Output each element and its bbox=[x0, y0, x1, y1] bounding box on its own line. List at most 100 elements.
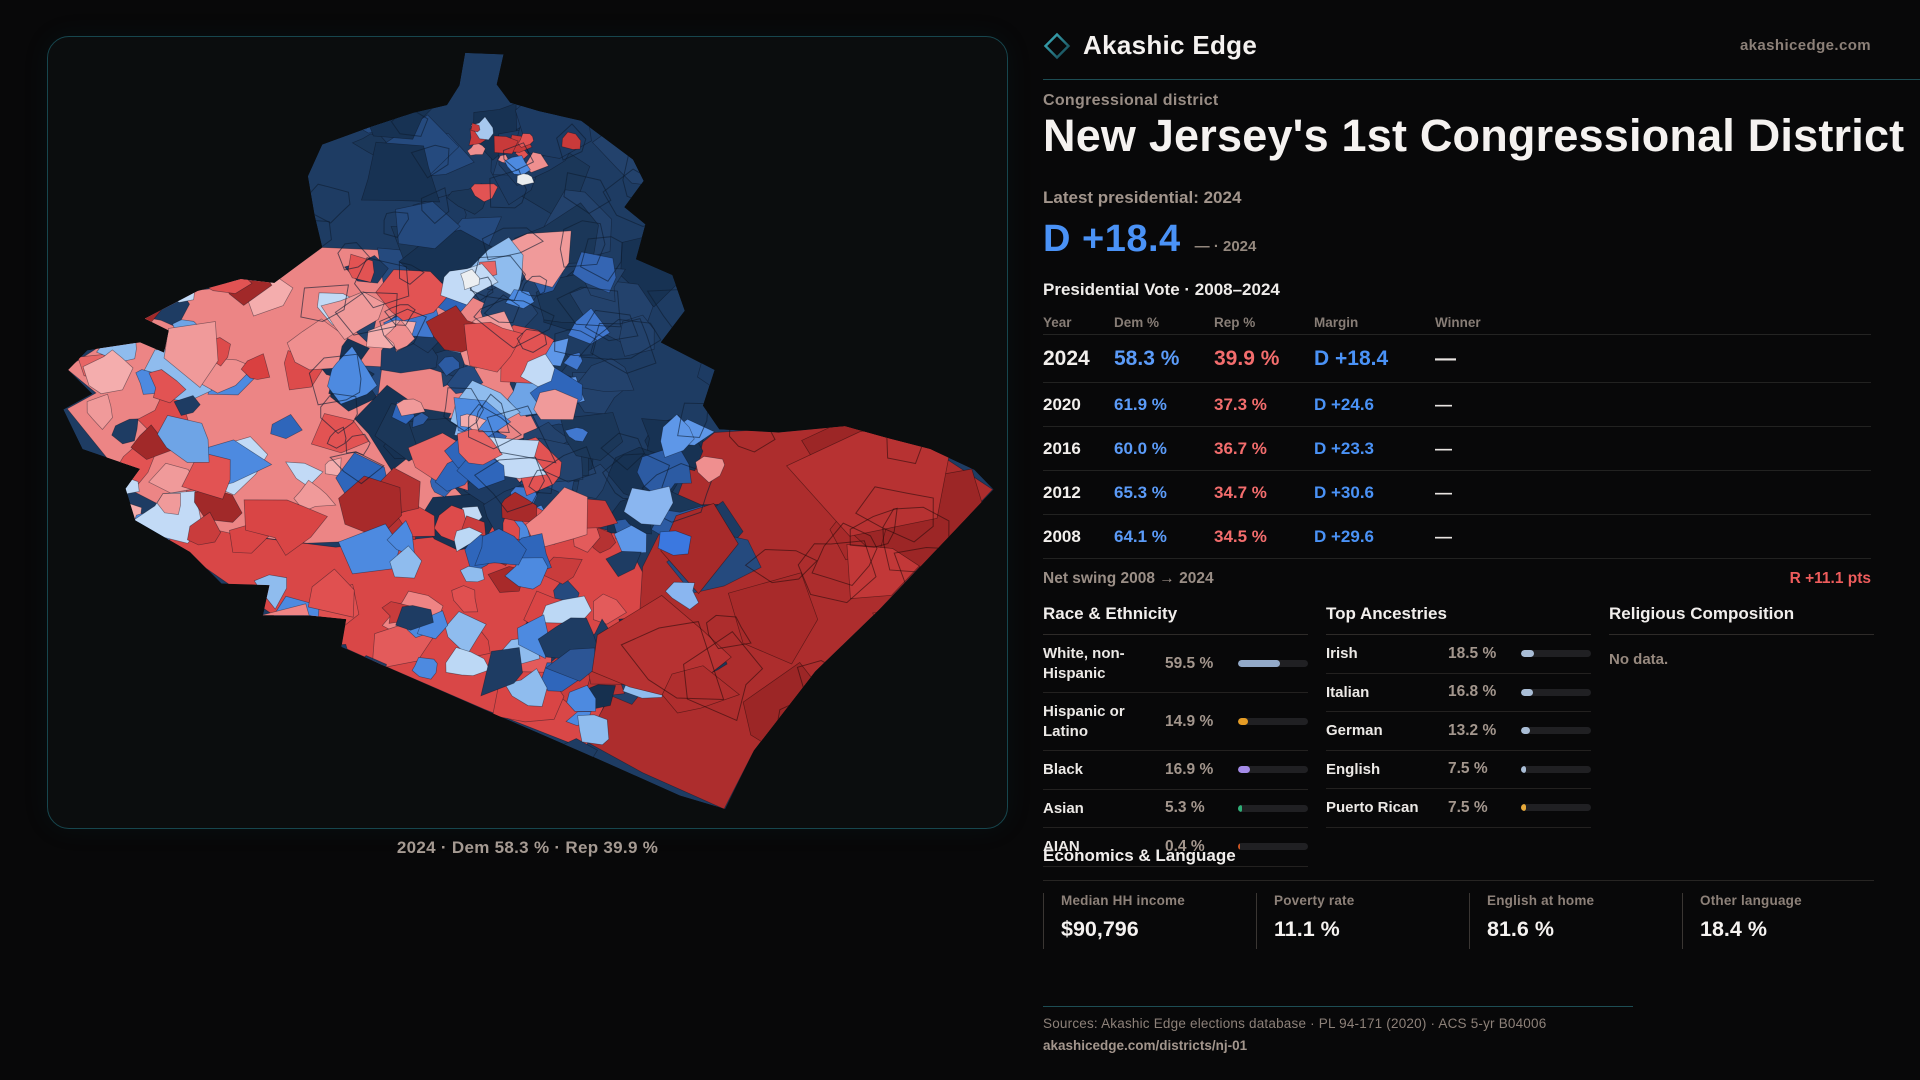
race-value: 14.9 % bbox=[1165, 712, 1214, 730]
rep-cell: 34.5 % bbox=[1214, 526, 1267, 546]
net-swing-value: R +11.1 pts bbox=[1789, 570, 1871, 587]
winner-cell: — bbox=[1435, 394, 1452, 414]
demographics-grid: Race & Ethnicity White, non-Hispanic 59.5… bbox=[1043, 604, 1874, 867]
ancestry-bar-track bbox=[1521, 804, 1591, 812]
vote-table-row: 2016 60.0 % 36.7 % D +23.3 — bbox=[1043, 427, 1871, 471]
dem-cell: 60.0 % bbox=[1114, 438, 1167, 458]
econ-card-label: Median HH income bbox=[1061, 893, 1185, 908]
district-precinct-map[interactable] bbox=[48, 37, 1007, 828]
econ-card: Median HH income $90,796 bbox=[1043, 893, 1256, 949]
race-row: Black 16.9 % bbox=[1043, 751, 1308, 790]
dem-cell: 64.1 % bbox=[1114, 526, 1167, 546]
rep-cell: 34.7 % bbox=[1214, 482, 1267, 502]
latest-presidential-label: Latest presidential: 2024 bbox=[1043, 188, 1242, 207]
ancestry-value: 13.2 % bbox=[1448, 721, 1497, 739]
religion-section: Religious Composition No data. bbox=[1609, 604, 1874, 867]
vote-table-row: 2012 65.3 % 34.7 % D +30.6 — bbox=[1043, 471, 1871, 515]
ancestry-value: 18.5 % bbox=[1448, 644, 1497, 662]
race-value: 59.5 % bbox=[1165, 654, 1214, 672]
margin-cell: D +18.4 bbox=[1314, 346, 1389, 370]
margin-cell: D +29.6 bbox=[1314, 526, 1375, 546]
economics-title: Economics & Language bbox=[1043, 846, 1236, 865]
ancestry-label: English bbox=[1326, 760, 1381, 778]
race-bar-fill bbox=[1238, 766, 1250, 774]
vote-table-column-header: Year bbox=[1043, 314, 1072, 330]
ancestry-bar-fill bbox=[1521, 688, 1533, 696]
ancestry-bar-track bbox=[1521, 727, 1591, 735]
winner-cell: — bbox=[1435, 438, 1452, 458]
ancestry-bar-fill bbox=[1521, 765, 1527, 773]
ancestry-row: Irish 18.5 % bbox=[1326, 635, 1591, 674]
map-caption: 2024 · Dem 58.3 % · Rep 39.9 % bbox=[396, 838, 659, 857]
race-label: White, non-Hispanic bbox=[1043, 645, 1125, 682]
ancestry-value: 7.5 % bbox=[1448, 798, 1488, 816]
brand-domain-link[interactable]: akashicedge.com bbox=[1739, 37, 1871, 54]
race-bar-fill bbox=[1238, 804, 1242, 812]
ancestry-row: Puerto Rican 7.5 % bbox=[1326, 789, 1591, 828]
winner-cell: — bbox=[1435, 482, 1452, 502]
margin-cell: D +30.6 bbox=[1314, 482, 1375, 502]
econ-card: English at home 81.6 % bbox=[1469, 893, 1682, 949]
ancestries-section: Top Ancestries Irish 18.5 % Italian 16.8 % G… bbox=[1326, 604, 1591, 867]
brand-diamond-icon bbox=[1043, 32, 1071, 60]
vote-table: Year Dem % Rep % Margin Winner 2024 58.3 % 39.9… bbox=[1043, 310, 1871, 559]
winner-cell: — bbox=[1435, 346, 1456, 370]
econ-card-value: 11.1 % bbox=[1274, 917, 1340, 941]
ancestry-row: German 13.2 % bbox=[1326, 712, 1591, 751]
econ-card-label: English at home bbox=[1487, 893, 1595, 908]
brand-row: Akashic Edge akashicedge.com bbox=[1043, 30, 1920, 61]
race-value: 0.4 % bbox=[1165, 837, 1205, 855]
econ-card: Poverty rate 11.1 % bbox=[1256, 893, 1469, 949]
race-bar-track bbox=[1238, 843, 1308, 851]
ancestry-row: English 7.5 % bbox=[1326, 751, 1591, 789]
headline-note: — · 2024 bbox=[1194, 238, 1257, 255]
race-bar-track bbox=[1238, 660, 1308, 667]
race-row: Asian 5.3 % bbox=[1043, 790, 1308, 828]
kicker-label: Congressional district bbox=[1043, 92, 1219, 109]
margin-cell: D +23.3 bbox=[1314, 438, 1375, 458]
ancestry-label: Italian bbox=[1326, 683, 1370, 701]
race-value: 16.9 % bbox=[1165, 760, 1214, 778]
rep-cell: 39.9 % bbox=[1214, 346, 1280, 370]
vote-table-row: 2024 58.3 % 39.9 % D +18.4 — bbox=[1043, 335, 1871, 383]
rep-cell: 36.7 % bbox=[1214, 438, 1267, 458]
net-swing-row: Net swing 2008 → 2024 R +11.1 pts bbox=[1043, 570, 1871, 588]
brand-name: Akashic Edge bbox=[1083, 30, 1258, 60]
ancestry-label: Irish bbox=[1326, 645, 1358, 662]
religion-title: Religious Composition bbox=[1609, 604, 1874, 635]
margin-cell: D +24.6 bbox=[1314, 394, 1375, 414]
vote-table-row: 2008 64.1 % 34.5 % D +29.6 — bbox=[1043, 515, 1871, 559]
year-cell: 2012 bbox=[1043, 482, 1081, 502]
map-card bbox=[47, 36, 1008, 829]
race-section: Race & Ethnicity White, non-Hispanic 59.5… bbox=[1043, 604, 1308, 867]
ancestries-title: Top Ancestries bbox=[1326, 604, 1591, 635]
headline-margin: D +18.4 bbox=[1043, 218, 1181, 260]
permalink-link[interactable]: akashicedge.com/districts/nj-01 bbox=[1043, 1038, 1248, 1053]
ancestry-label: German bbox=[1326, 722, 1383, 739]
race-bar-fill bbox=[1238, 660, 1280, 667]
ancestry-value: 16.8 % bbox=[1448, 683, 1497, 701]
race-bar-fill bbox=[1238, 718, 1249, 725]
ancestry-bar-fill bbox=[1521, 804, 1527, 812]
econ-card-value: 81.6 % bbox=[1487, 917, 1554, 941]
econ-card-label: Poverty rate bbox=[1274, 893, 1355, 908]
race-label: AIAN bbox=[1043, 838, 1080, 855]
religion-empty-text: No data. bbox=[1609, 651, 1669, 668]
economics-divider bbox=[1043, 880, 1874, 881]
race-bar-track bbox=[1238, 766, 1308, 774]
vote-table-column-header: Dem % bbox=[1114, 314, 1160, 330]
econ-card-value: 18.4 % bbox=[1700, 917, 1767, 941]
vote-section-title: Presidential Vote · 2008–2024 bbox=[1043, 280, 1280, 299]
vote-table-column-header: Winner bbox=[1435, 314, 1481, 330]
economics-cards: Median HH income $90,796 Poverty rate 11.1 … bbox=[1043, 893, 1895, 949]
race-bar-fill bbox=[1238, 843, 1240, 851]
header-divider bbox=[1043, 79, 1920, 80]
dem-cell: 58.3 % bbox=[1114, 346, 1180, 370]
footer-divider bbox=[1043, 1006, 1633, 1007]
ancestry-bar-track bbox=[1521, 688, 1591, 696]
dem-cell: 61.9 % bbox=[1114, 394, 1167, 414]
race-row: AIAN 0.4 % bbox=[1043, 828, 1308, 867]
ancestry-bar-track bbox=[1521, 765, 1591, 773]
race-label: Hispanic or Latino bbox=[1043, 703, 1125, 740]
